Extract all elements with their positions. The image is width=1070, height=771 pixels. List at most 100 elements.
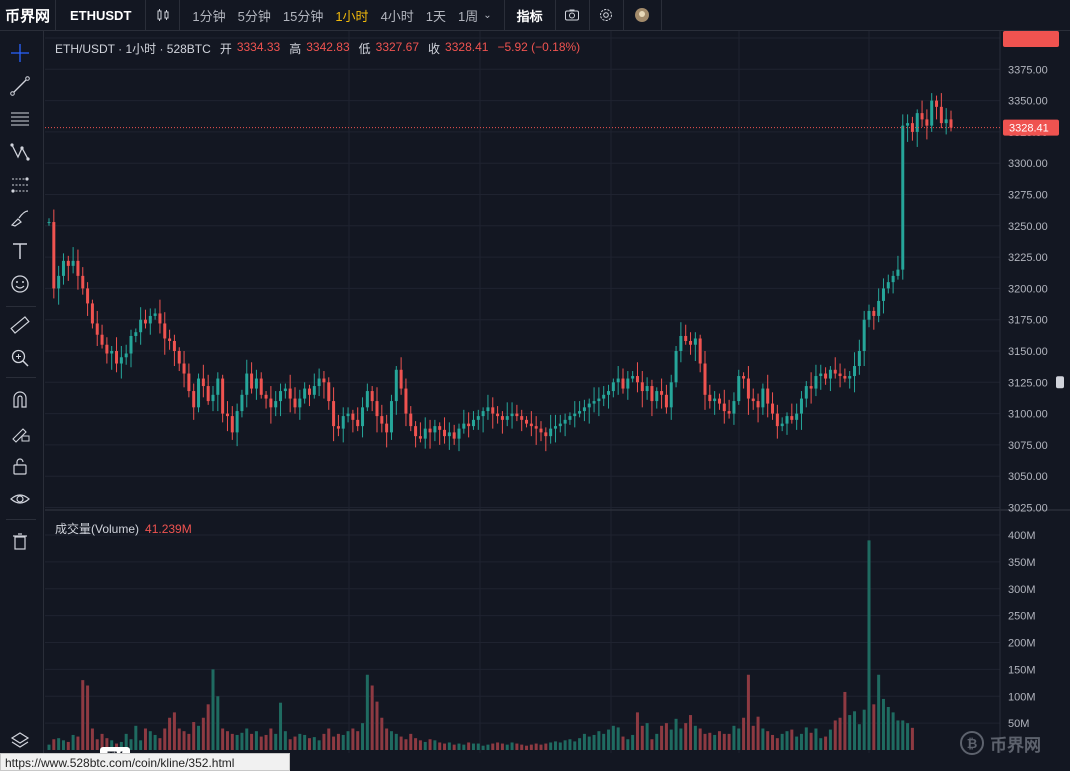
interval-1m[interactable]: 1分钟 bbox=[192, 8, 226, 24]
volume-bar bbox=[57, 738, 61, 750]
indicators-button[interactable]: 指标 bbox=[505, 0, 556, 31]
last-volume-label: 41.239M bbox=[1008, 31, 1051, 34]
volume-bar bbox=[177, 728, 181, 750]
trash-icon[interactable] bbox=[6, 527, 34, 555]
candle-body bbox=[751, 398, 755, 402]
price-tick-label: 3350.00 bbox=[1008, 96, 1048, 108]
candle-body bbox=[418, 436, 422, 439]
candle-body bbox=[703, 363, 707, 395]
candle-body bbox=[90, 303, 94, 324]
layers-icon[interactable] bbox=[6, 727, 34, 755]
volume-bar bbox=[616, 727, 620, 750]
candle-body bbox=[317, 378, 321, 387]
volume-bar bbox=[857, 724, 861, 750]
price-tick-label: 3125.00 bbox=[1008, 377, 1048, 389]
candle-body bbox=[684, 335, 688, 341]
candle-body bbox=[804, 386, 808, 399]
candle-body bbox=[476, 416, 480, 420]
text-tool-icon[interactable] bbox=[6, 237, 34, 265]
candlestick-chart[interactable]: 3400.003375.003350.003325.003300.003275.… bbox=[45, 31, 1070, 753]
volume-bar bbox=[221, 728, 225, 750]
trend-line-icon[interactable] bbox=[6, 72, 34, 100]
interval-1w[interactable]: 1周 ⌄ bbox=[452, 0, 498, 31]
eye-icon[interactable] bbox=[6, 485, 34, 513]
lock-icon[interactable] bbox=[6, 452, 34, 480]
drawing-toolbar bbox=[0, 31, 44, 753]
candle-body bbox=[394, 369, 398, 402]
candle-body bbox=[216, 378, 220, 395]
candle-body bbox=[607, 391, 611, 395]
volume-bar bbox=[365, 674, 369, 750]
gear-icon[interactable] bbox=[590, 0, 624, 31]
candle-body bbox=[269, 398, 273, 408]
volume-bar bbox=[332, 736, 336, 750]
price-tick-label: 3225.00 bbox=[1008, 252, 1048, 264]
camera-icon[interactable] bbox=[556, 0, 590, 31]
volume-bar bbox=[703, 733, 707, 750]
volume-bar bbox=[679, 728, 683, 750]
volume-bar bbox=[264, 734, 268, 750]
candle-body bbox=[235, 411, 239, 433]
candle-body bbox=[336, 426, 340, 429]
symbol-selector[interactable]: ETHUSDT bbox=[56, 0, 147, 31]
lock-drawings-icon[interactable] bbox=[6, 419, 34, 447]
candle-body bbox=[727, 411, 731, 414]
emoji-icon[interactable] bbox=[6, 270, 34, 298]
candle-body bbox=[949, 119, 953, 128]
volume-bar bbox=[771, 734, 775, 750]
chart-area[interactable]: 3400.003375.003350.003325.003300.003275.… bbox=[45, 31, 1070, 765]
volume-bar bbox=[563, 740, 567, 750]
volume-bar bbox=[124, 733, 128, 750]
compare-candles-icon[interactable] bbox=[146, 0, 181, 31]
fib-levels-icon[interactable] bbox=[6, 171, 34, 199]
candle-body bbox=[775, 413, 779, 427]
volume-bar bbox=[259, 736, 263, 750]
volume-bar bbox=[471, 743, 475, 750]
avatar[interactable] bbox=[624, 0, 662, 31]
candle-body bbox=[906, 123, 910, 126]
volume-bar bbox=[327, 728, 331, 750]
candle-body bbox=[732, 401, 736, 414]
candle-body bbox=[525, 419, 529, 424]
volume-legend-label: 成交量(Volume) bbox=[55, 522, 140, 536]
volume-bar bbox=[592, 734, 596, 750]
volume-bar bbox=[611, 725, 615, 750]
price-tick-label: 3250.00 bbox=[1008, 221, 1048, 233]
candle-body bbox=[389, 401, 393, 433]
candle-body bbox=[250, 373, 254, 389]
zoom-in-icon[interactable] bbox=[6, 344, 34, 372]
volume-bar bbox=[621, 736, 625, 750]
volume-bar bbox=[100, 733, 104, 750]
volume-bar bbox=[660, 725, 664, 750]
candle-body bbox=[240, 394, 244, 412]
interval-5m[interactable]: 5分钟 bbox=[237, 8, 271, 24]
horizontal-lines-icon[interactable] bbox=[6, 105, 34, 133]
pattern-icon[interactable] bbox=[6, 138, 34, 166]
crosshair-icon[interactable] bbox=[6, 39, 34, 67]
interval-1d[interactable]: 1天 bbox=[425, 8, 447, 24]
interval-15m[interactable]: 15分钟 bbox=[282, 8, 324, 24]
volume-bar bbox=[211, 669, 215, 750]
volume-bar bbox=[341, 734, 345, 750]
volume-bar bbox=[722, 733, 726, 750]
candle-body bbox=[505, 416, 509, 420]
divider bbox=[6, 377, 36, 378]
volume-bar bbox=[288, 739, 292, 750]
volume-bar bbox=[385, 728, 389, 750]
magnet-icon[interactable] bbox=[6, 386, 34, 414]
candle-body bbox=[153, 313, 157, 316]
volume-bar bbox=[795, 736, 799, 750]
candle-body bbox=[558, 423, 562, 427]
site-logo[interactable]: 币界网 bbox=[0, 0, 56, 31]
ruler-icon[interactable] bbox=[6, 311, 34, 339]
candle-body bbox=[206, 386, 210, 402]
volume-bar bbox=[838, 717, 842, 750]
volume-bar bbox=[848, 715, 852, 750]
candle-body bbox=[611, 382, 615, 392]
brush-icon[interactable] bbox=[6, 204, 34, 232]
interval-4h[interactable]: 4小时 bbox=[380, 8, 414, 24]
interval-1h[interactable]: 1小时 bbox=[335, 8, 369, 24]
status-url: https://www.528btc.com/coin/kline/352.ht… bbox=[0, 753, 290, 771]
volume-bar bbox=[790, 729, 794, 750]
candle-body bbox=[471, 419, 475, 427]
